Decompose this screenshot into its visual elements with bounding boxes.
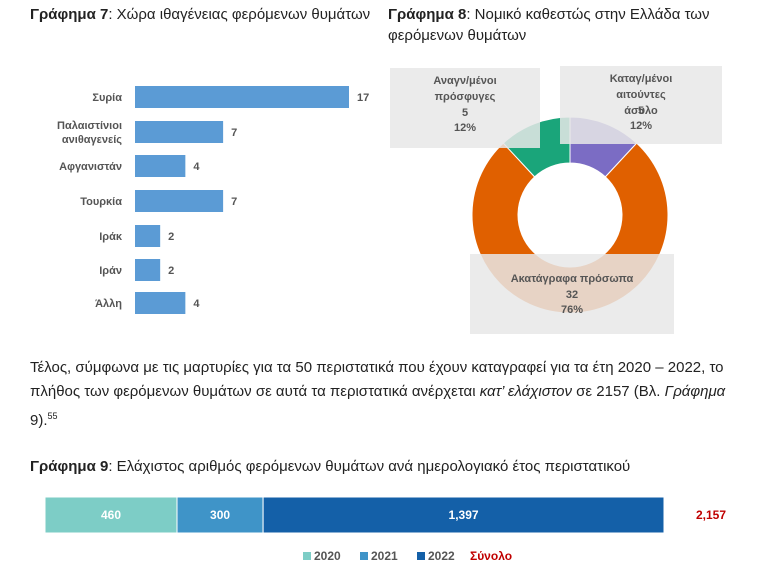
value-label: 4 <box>193 161 200 173</box>
chart-title: Γράφημα 9: Ελάχιστος αριθμός φερόμενων θ… <box>30 456 630 477</box>
value-label: 5 <box>638 105 644 117</box>
value-label: 4 <box>193 298 200 310</box>
percent-label: 12% <box>630 120 652 132</box>
bar-segment <box>262 496 665 534</box>
percent-label: 76% <box>561 304 583 316</box>
value-label: 32 <box>566 289 578 301</box>
text: 9). <box>30 412 48 429</box>
category-label: Αφγανιστάν <box>59 161 122 173</box>
value-label: 17 <box>357 92 369 104</box>
label-box <box>390 68 540 148</box>
category-label: Ιράν <box>99 265 122 277</box>
category-label: Ιράκ <box>99 231 123 243</box>
fig-title: : Ελάχιστος αριθμός φερόμενων θυμάτων αν… <box>108 458 631 475</box>
fig-title: : Νομικό καθεστώς στην Ελλάδα των φερόμε… <box>388 6 710 44</box>
percent-label: 12% <box>454 122 476 134</box>
value-label: 460 <box>101 508 121 522</box>
value-label: 7 <box>231 127 237 139</box>
legend-label: Σύνολο <box>470 549 512 563</box>
legend-swatch <box>417 552 425 560</box>
total-label: 2,157 <box>696 508 726 522</box>
label-box <box>560 66 722 144</box>
fig-label: Γράφημα 8 <box>388 6 467 23</box>
legend-label: 2021 <box>371 549 398 563</box>
chart-title: Γράφημα 7: Χώρα ιθαγένειας φερόμενων θυμ… <box>30 4 375 25</box>
value-label: 2 <box>168 231 174 243</box>
category-label: Τουρκία <box>80 196 122 208</box>
legend-swatch <box>360 552 368 560</box>
legend-label: 2020 <box>314 549 341 563</box>
text: Γράφημα <box>664 383 726 400</box>
bar <box>135 190 224 212</box>
bar-segment <box>44 496 178 534</box>
value-label: 7 <box>231 196 237 208</box>
bar <box>135 292 186 314</box>
bar <box>135 155 186 177</box>
category-label: Συρία <box>92 92 122 104</box>
category-label: Καταγ/μένοι αιτούντες άσυλο <box>610 73 673 117</box>
legend-label: 2022 <box>428 549 455 563</box>
text: Τέλος, σύμφωνα με τις μαρτυρίες για τα 5… <box>30 359 724 400</box>
value-label: 1,397 <box>449 508 479 522</box>
footnote: 55 <box>47 411 58 421</box>
bar-segment <box>176 496 264 534</box>
legend-swatch <box>303 552 311 560</box>
bar <box>135 259 161 281</box>
fig-label: Γράφημα 9 <box>30 458 109 475</box>
value-label: 5 <box>462 107 468 119</box>
chart-title: Γράφημα 8: Νομικό καθεστώς στην Ελλάδα τ… <box>388 4 733 46</box>
value-label: 300 <box>210 508 230 522</box>
category-label: Ακατάγραφα πρόσωπα <box>511 273 634 285</box>
fig-title: : Χώρα ιθαγένειας φερόμενων θυμάτων <box>108 6 371 23</box>
fig-label: Γράφημα 7 <box>30 6 109 23</box>
category-label: Άλλη <box>95 298 122 310</box>
value-label: 2 <box>168 265 174 277</box>
category-label: Παλαιστίνιοι ανιθαγενείς <box>57 120 122 146</box>
text: σε 2157 (Βλ. <box>571 383 665 400</box>
bar <box>135 121 224 143</box>
paragraph: Τέλος, σύμφωνα με τις μαρτυρίες για τα 5… <box>30 356 740 433</box>
bar <box>135 225 161 247</box>
label-box <box>470 254 674 334</box>
text: κατ’ ελάχιστον <box>479 383 572 400</box>
bar <box>135 86 349 108</box>
category-label: Αναγν/μένοι πρόσφυγες <box>433 75 496 103</box>
